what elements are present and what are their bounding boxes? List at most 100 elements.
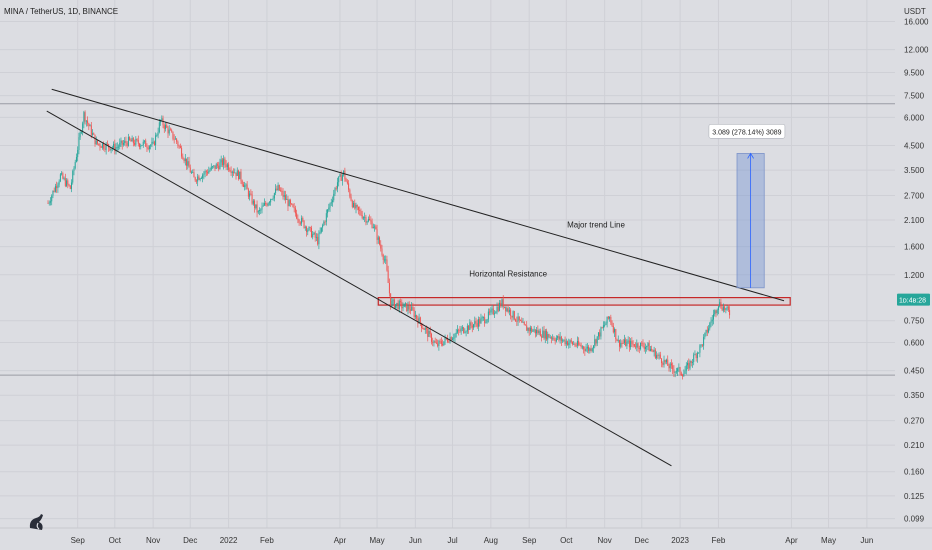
- candle-body: [101, 143, 103, 148]
- candle-body: [287, 198, 289, 207]
- price-axis-bg: [895, 0, 932, 550]
- candle-body: [631, 340, 633, 344]
- candle-body: [85, 120, 87, 122]
- candle-body: [623, 339, 625, 344]
- candle-body: [171, 130, 173, 132]
- candle-body: [239, 171, 241, 180]
- candle-body: [216, 164, 218, 166]
- candle-body: [240, 171, 242, 181]
- candle-body: [319, 231, 321, 234]
- candle-body: [573, 343, 575, 345]
- candle-body: [486, 319, 488, 323]
- candle-body: [417, 318, 419, 324]
- candle-body: [297, 218, 299, 220]
- candle-body: [476, 323, 478, 327]
- candle-body: [366, 221, 368, 223]
- candle-body: [480, 318, 482, 324]
- candle-body: [699, 345, 701, 353]
- candle-body: [53, 190, 55, 192]
- candle-body: [74, 161, 76, 169]
- candle-body: [137, 139, 139, 144]
- price-axis[interactable]: 16.000 12.000 9.500 7.500 6.000 4.500 3.500 2.7…: [895, 0, 932, 550]
- candle-body: [698, 352, 700, 354]
- candle-body: [184, 158, 186, 162]
- candle-body: [677, 368, 679, 372]
- y-tick-label: 2.100: [904, 216, 925, 225]
- candle-body: [636, 343, 638, 348]
- candle-body: [492, 308, 494, 314]
- candle-body: [209, 169, 211, 171]
- tradingview-logo-icon[interactable]: [29, 514, 43, 530]
- candle-body: [87, 120, 89, 124]
- candle-body: [57, 184, 59, 189]
- candle-body: [96, 140, 98, 144]
- y-tick-label: 0.600: [904, 339, 925, 348]
- candle-body: [252, 200, 254, 204]
- candle-body: [599, 332, 601, 337]
- candle-body: [515, 319, 517, 322]
- candle-body: [322, 225, 324, 228]
- candle-body: [418, 317, 420, 324]
- candle-body: [656, 355, 658, 359]
- candle-body: [127, 137, 129, 146]
- x-tick-label: Sep: [522, 536, 537, 545]
- candle-body: [251, 194, 253, 204]
- candle-body: [148, 146, 150, 149]
- candle-body: [68, 184, 70, 186]
- candle-body: [293, 206, 295, 209]
- candle-body: [234, 172, 236, 174]
- candle-body: [523, 322, 525, 325]
- candle-body: [381, 248, 383, 255]
- trend-lines: [46, 88, 785, 467]
- candle-body: [208, 170, 210, 174]
- candle-body: [627, 340, 629, 342]
- candle-body: [49, 201, 51, 203]
- candle-body: [315, 236, 317, 238]
- candle-body: [524, 324, 526, 326]
- candle-body: [213, 165, 215, 167]
- candle-body: [140, 145, 142, 147]
- candle-body: [165, 124, 167, 129]
- candle-body: [647, 343, 649, 347]
- y-tick-label: 2.700: [904, 191, 925, 200]
- x-tick-label: 2023: [671, 536, 689, 545]
- candle-body: [579, 344, 581, 346]
- candle-body: [538, 330, 540, 334]
- candle-body: [416, 315, 418, 319]
- candle-body: [346, 181, 348, 184]
- candle-body: [620, 342, 622, 347]
- candle-body: [181, 147, 183, 157]
- candle-body: [71, 182, 73, 189]
- candle-body: [612, 325, 614, 333]
- candle-body: [679, 367, 681, 374]
- candle-body: [263, 203, 265, 206]
- time-axis[interactable]: Sep Oct Nov Dec 2022 Feb Apr May Jun Jul Aug Sep Oct…: [0, 527, 932, 545]
- x-tick-label: Dec: [183, 536, 197, 545]
- candle-body: [640, 342, 642, 350]
- measure-label-box: [708, 123, 786, 139]
- horizontal-resistance-label: Horizontal Resistance: [469, 269, 547, 278]
- candle-body: [663, 359, 665, 365]
- y-tick-label: 0.450: [904, 367, 925, 376]
- candle-body: [219, 162, 221, 170]
- candle-body: [474, 321, 476, 325]
- x-tick-label: May: [821, 536, 836, 545]
- candle-body: [205, 171, 207, 173]
- candle-body: [641, 342, 643, 344]
- candle-body: [406, 303, 408, 311]
- candle-body: [79, 132, 81, 138]
- candle-body: [547, 334, 549, 340]
- candle-body: [580, 345, 582, 347]
- candle-body: [304, 226, 306, 228]
- candle-body: [282, 191, 284, 197]
- candle-body: [562, 340, 564, 342]
- candle-body: [590, 348, 592, 351]
- candle-body: [628, 340, 630, 348]
- candle-body: [333, 193, 335, 201]
- candle-body: [539, 330, 541, 337]
- candle-body: [233, 171, 235, 173]
- candle-body: [212, 166, 214, 168]
- y-tick-label: 12.000: [904, 46, 929, 55]
